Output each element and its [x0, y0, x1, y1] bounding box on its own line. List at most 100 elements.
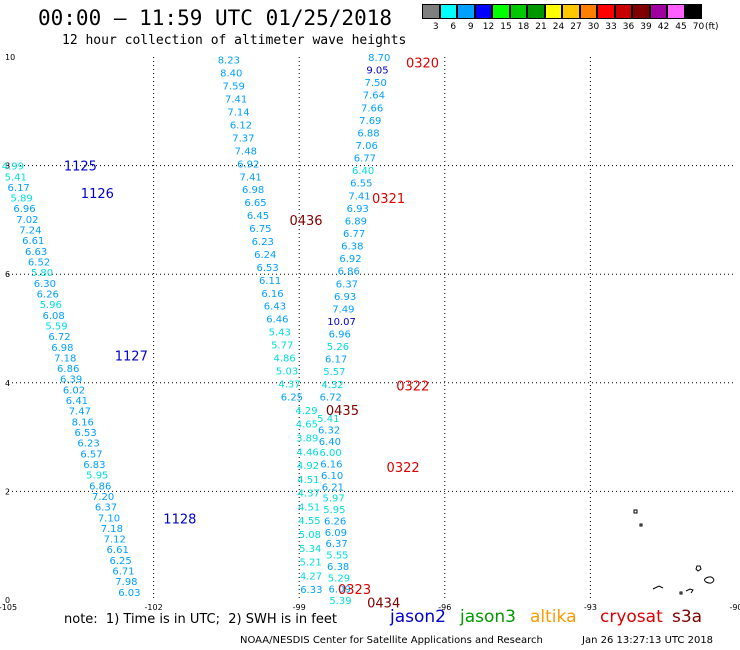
wave-height-value: 6.92 [237, 159, 259, 170]
legend-label: 70 [692, 22, 705, 32]
pass-time-label: 0322 [396, 380, 429, 395]
wave-height-value: 6.72 [48, 332, 70, 343]
pass-time-label: 0321 [372, 192, 405, 207]
legend-swatch [684, 4, 702, 19]
wave-height-value: 6.09 [325, 528, 347, 539]
wave-height-value: 5.96 [40, 300, 62, 311]
coastline-island [704, 576, 715, 584]
lon-tick-label: -96 [438, 603, 451, 612]
wave-height-value: 6.61 [22, 236, 44, 247]
wave-height-value: 7.14 [227, 108, 249, 119]
wave-height-value: 6.63 [25, 247, 47, 258]
wave-height-value: 7.18 [54, 353, 76, 364]
wave-height-value: 6.37 [95, 503, 117, 514]
pass-time-label: 0320 [406, 56, 439, 71]
wave-height-value: 5.80 [31, 268, 53, 279]
wave-height-value: 6.86 [89, 481, 111, 492]
wave-height-value: 6.26 [37, 289, 59, 300]
wave-height-value: 4.92 [297, 461, 319, 472]
coastline-island [695, 565, 702, 572]
wave-height-value: 6.11 [259, 276, 281, 287]
legend-label: 9 [467, 22, 474, 32]
satellite-cryosat: cryosat [600, 607, 663, 627]
legend-label: 27 [570, 22, 582, 32]
wave-height-value: 7.47 [69, 407, 91, 418]
wave-height-value: 6.16 [261, 289, 283, 300]
wave-height-value: 7.37 [232, 133, 254, 144]
coastline-island [679, 591, 683, 595]
legend-label: 36 [622, 22, 635, 32]
lon-tick-label: -102 [145, 603, 163, 612]
legend-label: 45 [675, 22, 687, 32]
wave-height-value: 6.89 [345, 216, 367, 227]
wave-height-value: 7.66 [361, 103, 383, 114]
wave-height-value: 4.46 [296, 447, 318, 458]
wave-height-value: 6.41 [66, 396, 88, 407]
wave-height-value: 5.08 [299, 530, 321, 541]
wave-height-value: 6.02 [63, 385, 85, 396]
wave-height-value: 7.41 [225, 95, 247, 106]
wave-height-value: 5.41 [317, 414, 339, 425]
wave-height-value: 6.16 [320, 460, 342, 471]
wave-height-value: 6.93 [347, 204, 369, 215]
wave-height-value: 6.39 [60, 375, 82, 386]
lat-tick-label: 4 [5, 379, 10, 388]
legend-swatch [597, 4, 615, 19]
wave-height-value: 6.38 [341, 242, 363, 253]
pass-time-label: 0434 [367, 597, 400, 612]
wave-height-value: 6.46 [266, 315, 288, 326]
wave-height-value: 6.55 [350, 179, 372, 190]
wave-height-value: 5.95 [86, 471, 108, 482]
wave-height-value: 5.89 [10, 194, 32, 205]
wave-height-value: 6.23 [252, 237, 274, 248]
wave-height-value: 7.59 [223, 82, 245, 93]
wave-height-value: 7.69 [359, 116, 381, 127]
wave-height-value: 7.50 [365, 78, 387, 89]
footer-note: note: 1) Time is in UTC; 2) SWH is in fe… [64, 612, 337, 627]
satellite-s3a: s3a [672, 607, 703, 627]
lat-tick-label: 6 [5, 270, 10, 279]
wave-height-value: 4.86 [274, 354, 296, 365]
legend-swatch [614, 4, 632, 19]
wave-height-value: 6.10 [321, 471, 343, 482]
legend-label: 24 [552, 22, 565, 32]
wave-height-value: 5.43 [269, 328, 291, 339]
legend-swatch [422, 4, 440, 19]
wave-height-value: 5.21 [299, 558, 321, 569]
wave-height-value: 5.29 [328, 573, 350, 584]
pass-time-label: 0436 [289, 214, 322, 229]
generation-timestamp: Jan 26 13:27:13 UTC 2018 [582, 635, 714, 646]
wave-height-value: 7.20 [92, 492, 114, 503]
wave-height-value: 4.29 [295, 406, 317, 417]
wave-height-value: 5.41 [5, 172, 27, 183]
legend-unit: (ft) [705, 22, 719, 32]
wave-height-value: 6.33 [300, 585, 322, 596]
wave-height-value: 4.27 [300, 571, 322, 582]
legend-swatch [527, 4, 545, 19]
wave-height-value: 4.51 [298, 502, 320, 513]
wave-height-value: 6.71 [112, 567, 134, 578]
wave-height-value: 6.52 [28, 258, 50, 269]
legend-swatch [649, 4, 667, 19]
wave-height-value: 6.37 [336, 279, 358, 290]
wave-height-value: 7.02 [16, 215, 38, 226]
lon-tick-label: -93 [584, 603, 597, 612]
wave-height-value: 6.17 [325, 355, 347, 366]
wave-height-value: 3.89 [296, 434, 318, 445]
wave-height-value: 6.98 [242, 185, 264, 196]
wave-height-value: 4.99 [2, 162, 24, 173]
wave-height-value: 6.32 [318, 425, 340, 436]
wave-height-value: 4.55 [298, 516, 320, 527]
wave-height-value: 7.10 [98, 513, 120, 524]
legend-label: 39 [640, 22, 652, 32]
wave-height-value: 5.59 [45, 321, 67, 332]
wave-height-value: 6.26 [324, 516, 346, 527]
wave-height-value: 6.98 [51, 343, 73, 354]
coastline-island [685, 588, 694, 594]
wave-height-value: 5.77 [271, 341, 293, 352]
credit-line: NOAA/NESDIS Center for Satellite Applica… [240, 635, 543, 646]
chart-title: 00:00 – 11:59 UTC 01/25/2018 [38, 6, 393, 30]
wave-height-value: 9.05 [366, 66, 388, 77]
lon-tick-label: -105 [0, 603, 17, 612]
